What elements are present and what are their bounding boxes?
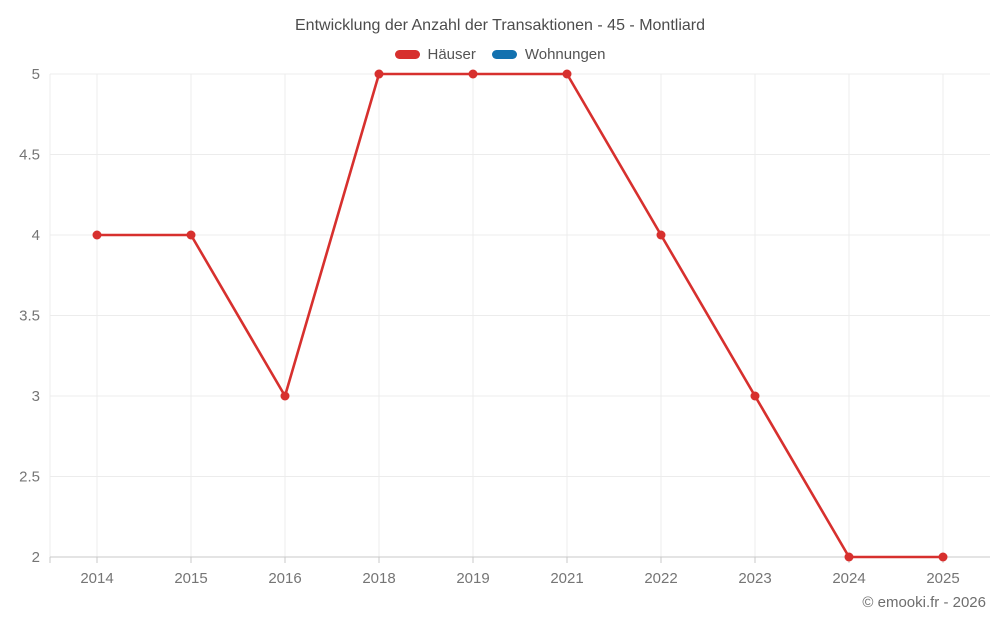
x-axis-tick-label: 2024	[832, 570, 865, 587]
series-line-häuser	[95, 72, 945, 559]
x-axis-tick-label: 2015	[174, 570, 207, 587]
x-axis-tick-label: 2021	[550, 570, 583, 587]
y-axis-tick-label: 5	[32, 66, 40, 83]
data-point[interactable]	[844, 552, 854, 562]
y-axis-tick-label: 4	[32, 227, 40, 244]
legend-swatch-icon	[491, 50, 517, 59]
legend-label: Wohnungen	[524, 46, 606, 63]
y-axis-tick-label: 3	[32, 388, 40, 405]
y-axis-tick-label: 2	[32, 549, 40, 566]
data-point[interactable]	[280, 391, 290, 401]
x-axis-tick-label: 2018	[362, 570, 395, 587]
data-point[interactable]	[938, 552, 948, 562]
data-point[interactable]	[750, 391, 760, 401]
x-axis-tick-label: 2019	[456, 570, 489, 587]
legend-label: Häuser	[427, 46, 476, 63]
data-point[interactable]	[656, 230, 666, 240]
x-axis-tick-label: 2025	[926, 570, 959, 587]
x-axis-tick-label: 2023	[738, 570, 771, 587]
data-point[interactable]	[562, 69, 572, 79]
data-point[interactable]	[468, 69, 478, 79]
legend-swatch-icon	[394, 50, 420, 59]
legend-item-häuser[interactable]: Häuser	[394, 46, 476, 63]
chart-title: Entwicklung der Anzahl der Transaktionen…	[295, 17, 705, 34]
x-axis-tick-label: 2022	[644, 570, 677, 587]
legend: Häuser Wohnungen	[0, 46, 1000, 63]
data-point[interactable]	[186, 230, 196, 240]
y-axis-tick-label: 3.5	[19, 308, 40, 325]
y-axis-tick-label: 4.5	[19, 147, 40, 164]
data-point[interactable]	[374, 69, 384, 79]
x-axis-tick-label: 2016	[268, 570, 301, 587]
copyright: © emooki.fr - 2026	[862, 594, 986, 611]
x-axis-tick-label: 2014	[80, 570, 113, 587]
y-axis-tick-label: 2.5	[19, 469, 40, 486]
legend-item-wohnungen[interactable]: Wohnungen	[491, 46, 606, 63]
data-point[interactable]	[92, 230, 102, 240]
